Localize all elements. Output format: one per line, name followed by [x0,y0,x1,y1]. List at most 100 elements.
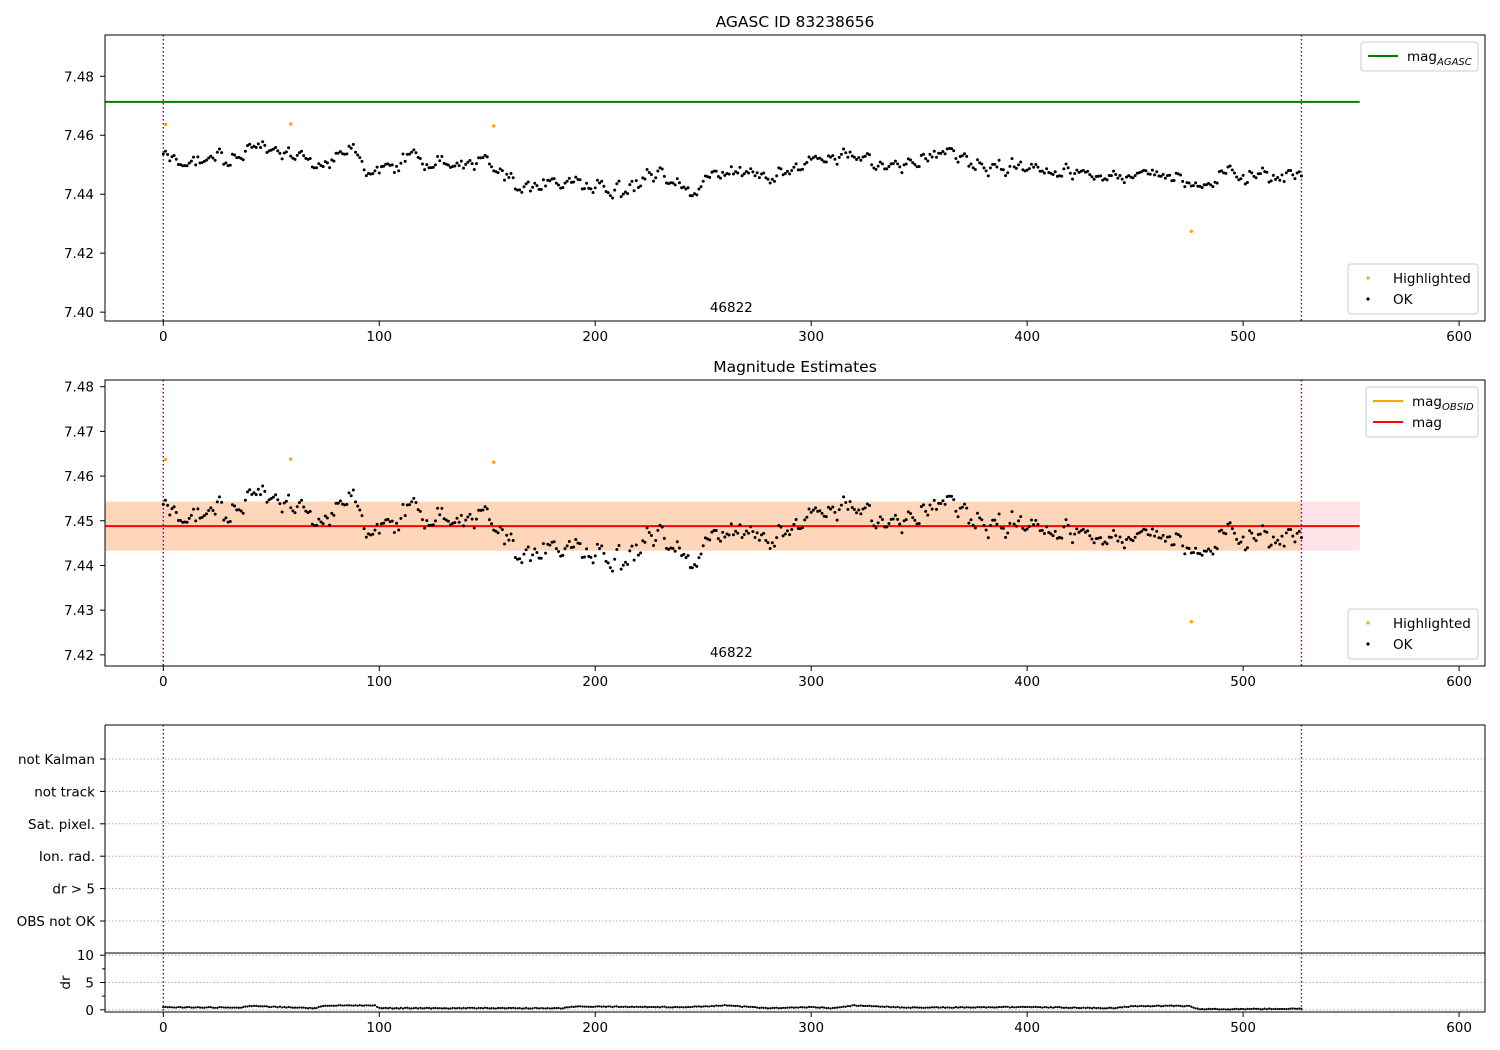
dr-point [468,1006,472,1009]
dr-point [1125,1005,1128,1009]
ok-point [328,166,332,170]
ok-point [289,506,293,510]
ok-point [1191,184,1195,188]
legend-label: Highlighted [1393,616,1471,632]
flag-category-label: Ion. rad. [39,849,95,865]
ok-point [995,165,999,169]
dr-point [313,1007,316,1010]
ok-point [1243,548,1247,552]
ok-point [690,566,694,570]
ok-point [1060,174,1064,178]
ok-point [602,551,606,555]
dr-point [337,1004,340,1007]
ok-point [973,168,977,172]
ok-point [982,523,986,527]
ok-point [738,523,742,527]
ok-point [200,515,204,519]
dr-point [181,1006,184,1009]
ok-point [950,147,954,151]
ok-point [777,524,781,528]
dr-point [391,1007,394,1010]
ok-point [1079,529,1083,533]
ok-point [932,149,936,153]
dr-point [535,1006,539,1010]
ok-point [336,501,340,505]
ok-point [913,518,917,522]
ok-point [1019,160,1023,164]
dr-point [1183,1005,1186,1008]
ok-point [578,542,582,546]
dr-point [226,1006,230,1009]
ok-point [1220,528,1224,532]
ok-point [1068,532,1072,536]
dr-point [170,1006,174,1009]
dr-point [190,1006,193,1009]
dr-point [1039,1005,1042,1009]
dr-point [585,1005,588,1008]
dr-point [650,1005,653,1009]
dr-point [293,1006,297,1009]
dr-point [747,1005,750,1009]
ok-point [937,151,941,155]
dr-point [861,1004,865,1007]
dr-point [1194,1007,1197,1010]
ok-point [528,559,532,563]
ok-point [829,507,833,511]
dr-point [928,1006,932,1009]
ok-point [667,547,671,551]
ok-point [189,513,193,517]
ok-point [332,513,336,517]
ok-point [1220,169,1224,173]
ok-point [1088,534,1092,538]
dr-point [447,1007,450,1010]
dr-point [866,1004,869,1008]
ok-point [1014,524,1018,528]
dr-point [404,1006,407,1009]
ok-point [932,498,936,502]
ok-point [1187,547,1191,551]
ok-point [1017,519,1021,523]
dr-point [363,1004,366,1007]
ok-point [701,544,705,548]
ok-point [505,172,509,176]
dr-point [505,1007,508,1010]
dr-point [782,1006,785,1009]
dr-point [635,1005,638,1008]
dr-point [946,1006,949,1009]
ok-point [1116,176,1120,180]
dr-point [518,1006,521,1010]
x-tick-label: 400 [1014,329,1040,345]
ok-point [533,547,537,551]
ok-point [671,181,675,185]
ok-point [1012,522,1016,526]
ok-point [1109,174,1113,178]
ok-point [1075,527,1079,531]
ok-point [1248,529,1252,533]
ok-point [582,555,586,559]
dr-point [887,1005,891,1008]
ok-point [351,488,355,492]
dr-point [475,1007,478,1010]
ok-point [621,192,625,196]
ok-point [960,505,964,509]
dr-point [734,1004,737,1008]
ok-point [1237,542,1241,546]
dr-point [693,1005,696,1008]
ok-point [479,156,483,160]
dr-point [1175,1004,1178,1007]
dr-point [347,1004,351,1007]
ok-point [310,522,314,526]
ok-point [485,155,489,159]
ok-point [747,171,751,175]
ok-point [762,531,766,535]
highlighted-point [163,122,168,127]
ok-point [796,526,800,530]
ok-point [898,165,902,169]
ok-point [213,512,217,516]
ok-point [392,170,396,174]
legend-box [1347,263,1479,315]
dr-point [833,1006,837,1010]
ok-point [893,159,897,163]
dr-point [777,1007,780,1010]
dr-point [525,1006,528,1009]
